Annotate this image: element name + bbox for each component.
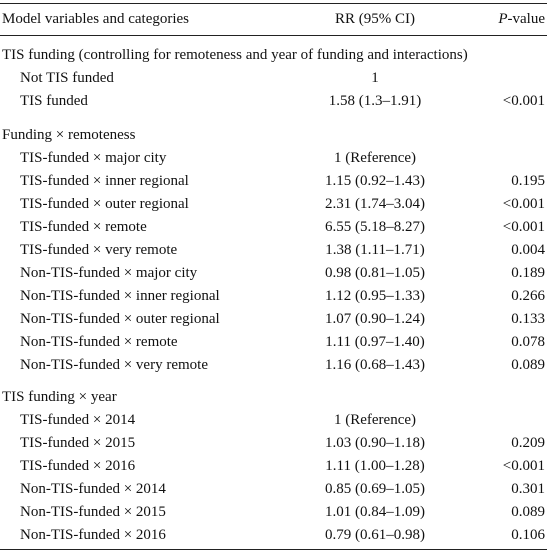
row-rr: 6.55 (5.18–8.27) (325, 219, 425, 235)
table-row: Non-TIS-funded × remote 1.11 (0.97–1.40)… (0, 331, 547, 353)
top-rule (0, 3, 547, 4)
section-title-remoteness: Funding × remoteness (2, 127, 136, 143)
table-row: Non-TIS-funded × major city 0.98 (0.81–1… (0, 262, 547, 284)
row-label: TIS-funded × remote (20, 219, 147, 235)
row-label: TIS-funded × inner regional (20, 173, 189, 189)
row-p: 0.301 (511, 481, 545, 497)
table-row: TIS funded 1.58 (1.3–1.91) <0.001 (0, 90, 547, 112)
row-rr: 1 (371, 70, 379, 86)
row-label: TIS-funded × 2014 (20, 412, 136, 428)
row-p: 0.078 (511, 334, 545, 350)
row-p: 0.133 (511, 311, 545, 327)
row-label: TIS-funded × 2015 (20, 435, 136, 451)
row-rr: 1.58 (1.3–1.91) (328, 93, 422, 109)
table-row: Non-TIS-funded × very remote 1.16 (0.68–… (0, 354, 547, 376)
row-rr: 1.01 (0.84–1.09) (325, 504, 425, 520)
row-label: Non-TIS-funded × 2014 (20, 481, 166, 497)
table-row: TIS-funded × outer regional 2.31 (1.74–3… (0, 193, 547, 215)
bottom-rule (0, 549, 547, 550)
row-label: Non-TIS-funded × 2016 (20, 527, 166, 543)
row-label: Non-TIS-funded × outer regional (20, 311, 220, 327)
row-p: <0.001 (502, 196, 545, 212)
section-title-tis-funding: TIS funding (controlling for remoteness … (2, 47, 468, 63)
row-p: 0.266 (511, 288, 545, 304)
row-rr: 1.11 (0.97–1.40) (325, 334, 425, 350)
section-title: TIS funding × year (0, 386, 547, 408)
row-label: Non-TIS-funded × remote (20, 334, 178, 350)
row-label: TIS-funded × outer regional (20, 196, 189, 212)
row-label: Non-TIS-funded × inner regional (20, 288, 220, 304)
row-rr: 1.15 (0.92–1.43) (325, 173, 425, 189)
row-rr: 1.38 (1.11–1.71) (325, 242, 425, 258)
row-rr: 1.16 (0.68–1.43) (325, 357, 425, 373)
row-rr: 1 (Reference) (333, 412, 417, 428)
row-p: 0.189 (511, 265, 545, 281)
row-p: 0.089 (511, 504, 545, 520)
table-row: TIS-funded × inner regional 1.15 (0.92–1… (0, 170, 547, 192)
table-header: Model variables and categories RR (95% C… (0, 8, 547, 30)
row-label: TIS-funded × very remote (20, 242, 178, 258)
row-p: 0.106 (511, 527, 545, 543)
table-row: Non-TIS-funded × inner regional 1.12 (0.… (0, 285, 547, 307)
header-rule (0, 35, 547, 36)
row-p: 0.209 (511, 435, 545, 451)
section-title: TIS funding (controlling for remoteness … (0, 44, 547, 66)
table-row: Not TIS funded 1 (0, 67, 547, 89)
row-p: 0.004 (511, 242, 545, 258)
row-p: 0.195 (511, 173, 545, 189)
row-rr: 0.79 (0.61–0.98) (325, 527, 425, 543)
row-label: TIS funded (20, 93, 88, 109)
row-rr: 1.11 (1.00–1.28) (325, 458, 425, 474)
row-label: Not TIS funded (20, 70, 114, 86)
row-label: Non-TIS-funded × major city (20, 265, 198, 281)
header-p-value: P-value (498, 8, 545, 30)
row-label: TIS-funded × major city (20, 150, 167, 166)
table-row: Non-TIS-funded × 2015 1.01 (0.84–1.09) 0… (0, 501, 547, 523)
row-rr: 0.98 (0.81–1.05) (325, 265, 425, 281)
table-row: Non-TIS-funded × 2016 0.79 (0.61–0.98) 0… (0, 524, 547, 546)
header-variables: Model variables and categories (2, 11, 190, 27)
row-rr: 1.12 (0.95–1.33) (325, 288, 425, 304)
table-row: TIS-funded × 2015 1.03 (0.90–1.18) 0.209 (0, 432, 547, 454)
header-p-letter: P (498, 11, 508, 27)
row-rr: 1.07 (0.90–1.24) (325, 311, 425, 327)
row-rr: 0.85 (0.69–1.05) (325, 481, 425, 497)
table-row: TIS-funded × 2016 1.11 (1.00–1.28) <0.00… (0, 455, 547, 477)
row-rr: 2.31 (1.74–3.04) (325, 196, 425, 212)
header-rr: RR (95% CI) (335, 11, 415, 27)
table-row: TIS-funded × remote 6.55 (5.18–8.27) <0.… (0, 216, 547, 238)
table-row: Non-TIS-funded × 2014 0.85 (0.69–1.05) 0… (0, 478, 547, 500)
row-label: Non-TIS-funded × very remote (20, 357, 208, 373)
row-rr: 1.03 (0.90–1.18) (325, 435, 425, 451)
table-row: TIS-funded × major city 1 (Reference) (0, 147, 547, 169)
row-label: TIS-funded × 2016 (20, 458, 136, 474)
row-label: Non-TIS-funded × 2015 (20, 504, 166, 520)
table-row: TIS-funded × very remote 1.38 (1.11–1.71… (0, 239, 547, 261)
section-title: Funding × remoteness (0, 124, 547, 146)
section-title-year: TIS funding × year (2, 389, 117, 405)
row-p: 0.089 (511, 357, 545, 373)
row-p: <0.001 (502, 458, 545, 474)
row-p: <0.001 (502, 219, 545, 235)
table-row: TIS-funded × 2014 1 (Reference) (0, 409, 547, 431)
header-p-suffix: -value (507, 11, 545, 27)
row-p: <0.001 (502, 93, 545, 109)
row-rr: 1 (Reference) (333, 150, 417, 166)
table-row: Non-TIS-funded × outer regional 1.07 (0.… (0, 308, 547, 330)
